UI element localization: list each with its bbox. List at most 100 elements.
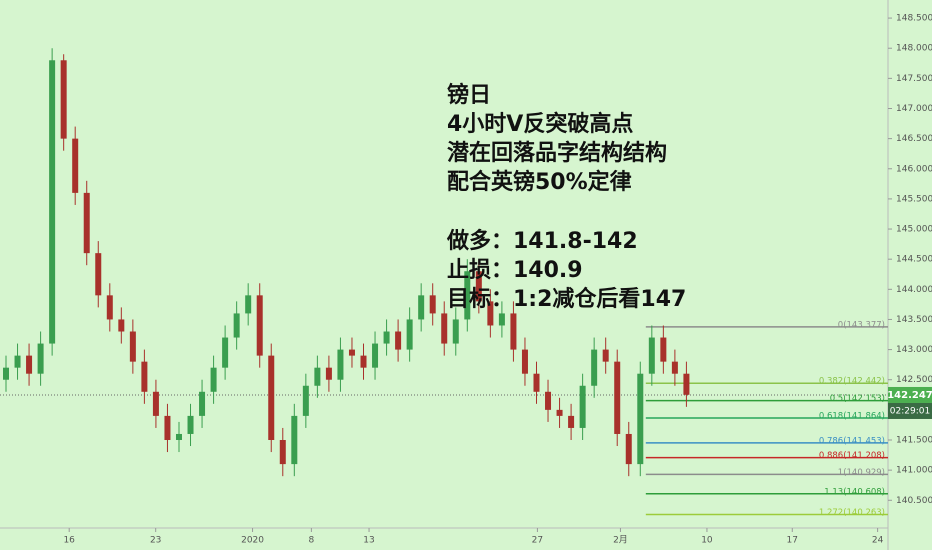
x-tick-label: 8 (309, 536, 315, 546)
y-tick-label: 146.000 (896, 164, 932, 174)
y-tick-label: 141.000 (896, 466, 932, 476)
price-tag-label: 142.247 (887, 390, 932, 401)
candle-body (660, 337, 667, 362)
candle-body (95, 253, 102, 296)
candle-body (72, 138, 79, 193)
candle-body (118, 319, 125, 332)
candle-body (337, 349, 344, 380)
candle-body (60, 60, 67, 139)
y-tick-label: 142.500 (896, 375, 932, 385)
candle-body (510, 313, 517, 350)
annotation-line: 4小时V反突破高点 (447, 111, 633, 137)
fib-label: 0.618(141.864) (819, 412, 885, 422)
candle-body (429, 295, 436, 314)
candle-body (383, 331, 390, 344)
annotation-line: 潜在回落品字结构结构 (447, 140, 667, 166)
candle-body (683, 373, 690, 395)
candle-body (372, 343, 379, 368)
candle-body (545, 391, 552, 410)
trade-line: 目标：1:2减仓后看147 (447, 286, 686, 312)
annotation-line: 配合英镑50%定律 (447, 169, 632, 195)
candle-body (279, 440, 286, 465)
candle-body (498, 313, 505, 326)
candle-body (441, 313, 448, 344)
x-tick-label: 23 (150, 536, 161, 546)
y-tick-label: 143.000 (896, 345, 932, 355)
fib-label: 0.786(141.453) (819, 436, 885, 446)
candle-body (233, 313, 240, 338)
fib-label: 0.382(142.442) (819, 377, 885, 387)
candle-body (395, 331, 402, 350)
candle-body (37, 343, 44, 374)
candle-body (291, 415, 298, 465)
countdown-label: 02:29:01 (890, 406, 930, 416)
y-tick-label: 148.500 (896, 14, 932, 24)
y-tick-label: 147.500 (896, 74, 932, 84)
candle-body (614, 361, 621, 434)
x-tick-label: 10 (701, 536, 713, 546)
candle-body (129, 331, 136, 362)
candle-body (245, 295, 252, 314)
trade-line: 止损：140.9 (447, 258, 583, 283)
y-tick-label: 145.500 (896, 194, 932, 204)
candle-body (568, 415, 575, 428)
x-tick-label: 27 (532, 536, 543, 546)
candle-body (475, 271, 482, 302)
x-tick-label: 2020 (241, 536, 264, 546)
candle-body (314, 367, 321, 386)
y-tick-label: 144.000 (896, 285, 932, 295)
countdown-tag (888, 402, 932, 419)
y-tick-label: 145.000 (896, 225, 932, 235)
candle-body (487, 301, 494, 326)
trade-line: 做多：141.8-142 (446, 228, 638, 254)
fib-label: 0.5(142.153) (830, 394, 885, 404)
candle-body (579, 385, 586, 428)
candle-body (452, 319, 459, 344)
y-tick-label: 146.500 (896, 134, 932, 144)
x-tick-label: 2月 (613, 535, 628, 546)
candle-body (14, 355, 21, 368)
y-tick-label: 148.000 (896, 44, 932, 54)
y-tick-label: 141.500 (896, 436, 932, 446)
y-tick-label: 147.000 (896, 104, 932, 114)
candle-body (464, 271, 471, 320)
candle-body (199, 391, 206, 416)
x-tick-label: 16 (63, 536, 75, 546)
candle-body (152, 391, 159, 416)
candle-body (49, 60, 56, 344)
fib-label: 1(140.929) (838, 468, 885, 478)
candle-body (556, 409, 563, 416)
candle-body (106, 295, 113, 320)
candle-body (3, 367, 9, 380)
price-tag (888, 386, 932, 403)
candle-body (591, 349, 598, 386)
candle-body (648, 337, 655, 374)
x-tick-label: 17 (787, 536, 798, 546)
candle-body (521, 349, 528, 374)
candle-body (602, 349, 609, 362)
candle-body (406, 319, 413, 350)
fib-label: 0(143.377) (838, 320, 885, 330)
candle-body (141, 361, 148, 392)
annotation-line: 镑日 (447, 82, 491, 108)
candle-body (360, 355, 367, 368)
candle-body (637, 373, 644, 465)
candle-body (348, 349, 355, 356)
x-tick-label: 24 (872, 536, 884, 546)
candle-body (268, 355, 275, 440)
candle-body (625, 433, 632, 465)
candle-body (671, 361, 678, 374)
fib-label: 1.272(140.263) (819, 508, 885, 518)
candle-body (26, 355, 33, 374)
candle-body (325, 367, 332, 380)
candle-body (175, 433, 182, 440)
candle-body (187, 415, 194, 434)
y-tick-label: 144.500 (896, 255, 932, 265)
candle-body (302, 385, 309, 416)
y-tick-label: 140.500 (896, 496, 932, 506)
x-tick-label: 13 (363, 536, 374, 546)
candle-body (222, 337, 229, 368)
fib-label: 1.13(140.608) (824, 487, 885, 497)
